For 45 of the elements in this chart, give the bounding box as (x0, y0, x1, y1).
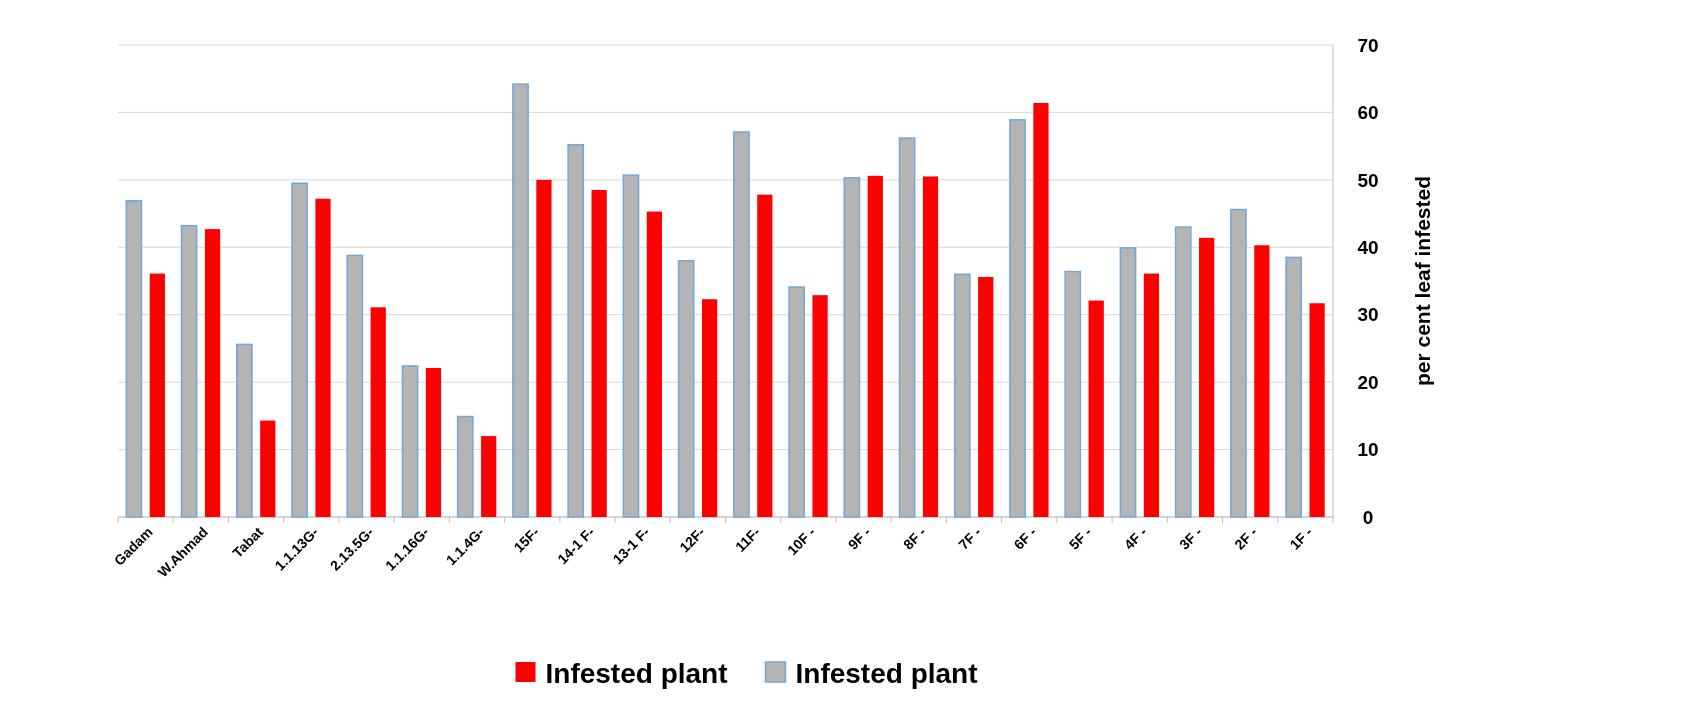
x-tick-label: 8F - (900, 523, 930, 553)
x-tick-label: 4F - (1120, 523, 1151, 553)
bar (1143, 273, 1160, 517)
bar (646, 211, 662, 517)
bar (1309, 303, 1325, 517)
x-tick-label: 7F - (955, 523, 985, 553)
y-tick-label: 40 (1357, 236, 1379, 258)
y-tick-label: 70 (1357, 34, 1379, 56)
bar (1088, 300, 1104, 517)
bar (315, 198, 331, 517)
legend-label: Infested plant (545, 657, 728, 689)
y-axis-title: per cent leaf infested (1411, 175, 1435, 387)
x-tick-label: 5F - (1065, 523, 1095, 553)
bar (149, 273, 165, 517)
bar (1199, 237, 1215, 517)
bar (1254, 245, 1270, 517)
x-tick-label: 2F - (1231, 523, 1261, 553)
bar (812, 295, 828, 517)
bar (978, 276, 994, 517)
bar (922, 176, 939, 517)
x-tick-label: 12F- (676, 523, 709, 556)
bar (260, 420, 276, 517)
bar (536, 179, 552, 517)
x-tick-label: 1F - (1286, 523, 1316, 553)
bar (425, 367, 442, 517)
x-tick-label: 6F - (1010, 523, 1040, 553)
y-tick-label: 60 (1357, 102, 1379, 124)
y-tick-label: 0 (1362, 506, 1374, 528)
bar (867, 175, 883, 517)
y-tick-label: 20 (1357, 371, 1379, 393)
y-tick-label: 50 (1357, 169, 1379, 191)
y-tick-label: 30 (1357, 304, 1379, 326)
bar (591, 189, 607, 517)
bar (757, 194, 773, 517)
x-tick-label: 3F - (1176, 523, 1206, 553)
y-tick-label: 10 (1357, 439, 1379, 461)
bar (370, 307, 386, 517)
legend-label: Infested plant (795, 657, 978, 689)
bar (204, 229, 221, 517)
bar (1033, 102, 1049, 517)
bar (481, 436, 497, 517)
x-tick-label: 11F- (732, 523, 764, 555)
x-tick-label: 9F - (844, 523, 874, 553)
x-tick-label: 15F- (510, 523, 543, 556)
bar (701, 299, 718, 517)
